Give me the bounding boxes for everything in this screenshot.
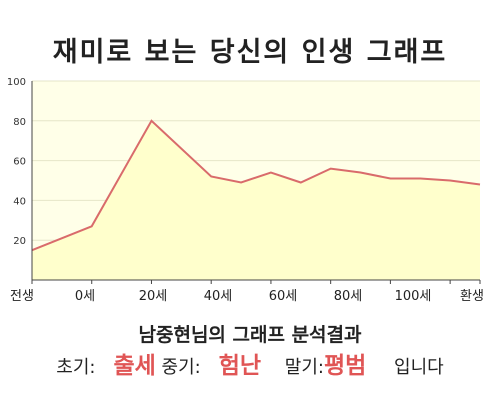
x-tick-label: 20세	[139, 289, 168, 304]
x-tick-label: 100세	[395, 289, 432, 304]
y-tick-label: 20	[13, 236, 26, 247]
life-graph-chart: 20 40 60 80 100 전생 0세 20세 40세 60세 80세 100세 환생	[7, 77, 484, 304]
x-ticks: 전생 0세 20세 40세 60세 80세 100세 환생	[10, 280, 484, 304]
late-label: 말기:	[284, 357, 324, 378]
y-tick-label: 40	[13, 196, 26, 207]
early-label: 초기:	[56, 357, 96, 378]
mid-value: 험난	[218, 353, 262, 379]
chart-title: 재미로 보는 당신의 인생 그래프	[52, 37, 448, 68]
y-tick-label: 100	[7, 77, 26, 88]
x-tick-label: 40세	[204, 289, 233, 304]
early-value: 출세	[113, 353, 156, 379]
x-tick-label: 환생	[460, 289, 484, 304]
series-line	[31, 119, 481, 252]
x-tick-label: 80세	[334, 289, 363, 304]
x-tick-label: 60세	[269, 289, 298, 304]
x-tick-label: 전생	[10, 289, 34, 304]
analysis-summary: 초기: 출세 중기: 험난 말기:평범 입니다	[0, 346, 500, 380]
analysis-title: 남중현님의 그래프 분석결과	[138, 324, 362, 346]
x-tick-label: 0세	[75, 289, 95, 304]
y-tick-label: 60	[13, 157, 26, 168]
ending-text: 입니다	[394, 357, 444, 378]
area-fill	[32, 120, 480, 280]
mid-label: 중기:	[161, 357, 201, 378]
y-ticks: 20 40 60 80 100	[7, 77, 26, 247]
y-tick-label: 80	[13, 117, 26, 128]
late-value: 평범	[323, 353, 367, 379]
